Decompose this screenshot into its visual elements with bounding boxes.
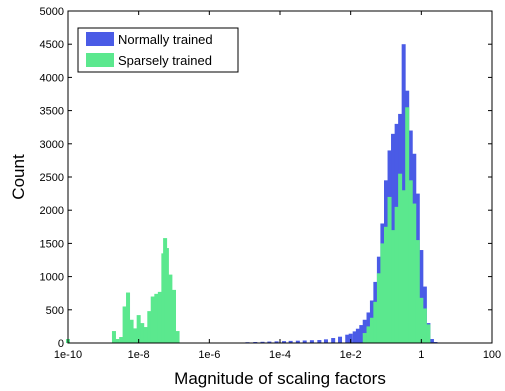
legend-swatch-normally-trained bbox=[86, 32, 114, 46]
y-tick-label-9: 4500 bbox=[40, 39, 64, 51]
sparse-bar-38 bbox=[422, 308, 427, 343]
normal-bar-2 bbox=[260, 341, 265, 343]
sparse-bar-34 bbox=[408, 180, 413, 343]
sparse-bar-30 bbox=[394, 206, 399, 343]
sparse-bar-9 bbox=[140, 323, 145, 343]
y-tick-label-6: 3000 bbox=[40, 139, 64, 151]
y-axis-title: Count bbox=[9, 154, 28, 200]
sparse-bar-37 bbox=[419, 297, 424, 343]
normal-bar-18 bbox=[359, 325, 364, 343]
sparse-bar-24 bbox=[373, 301, 378, 343]
sparse-bar-8 bbox=[136, 315, 141, 343]
x-tick-label-4: 1e-2 bbox=[340, 349, 362, 361]
sparse-bar-39 bbox=[426, 324, 431, 343]
normal-bar-12 bbox=[331, 338, 336, 343]
sparse-bar-13 bbox=[154, 293, 159, 343]
legend: Normally trained Sparsely trained bbox=[77, 27, 239, 73]
legend-label-normally-trained: Normally trained bbox=[118, 32, 213, 47]
x-axis-title: Magnitude of scaling factors bbox=[174, 369, 386, 388]
sparse-bar-33 bbox=[405, 107, 410, 343]
normal-bar-11 bbox=[323, 339, 328, 343]
normal-bar-7 bbox=[295, 340, 300, 343]
sparse-bar-23 bbox=[369, 317, 374, 343]
sparse-bar-27 bbox=[384, 226, 388, 343]
normal-bar-16 bbox=[352, 331, 357, 343]
sparse-bar-22 bbox=[366, 326, 371, 343]
normal-bar-6 bbox=[288, 340, 293, 343]
sparse-bar-11 bbox=[147, 311, 152, 343]
sparse-bar-21 bbox=[362, 333, 367, 343]
normal-bar-13 bbox=[338, 336, 343, 343]
sparse-bar-18 bbox=[168, 274, 173, 343]
sparse-bar-31 bbox=[398, 173, 403, 343]
normal-bar-9 bbox=[309, 340, 314, 343]
y-tick-label-7: 3500 bbox=[40, 106, 64, 118]
sparse-bar-1 bbox=[111, 331, 116, 343]
sparse-bar-28 bbox=[387, 196, 392, 343]
normal-bar-15 bbox=[348, 333, 353, 343]
normal-bar-38 bbox=[429, 339, 434, 343]
sparse-bar-17 bbox=[164, 248, 169, 343]
sparse-bar-20 bbox=[175, 331, 180, 343]
y-tick-label-4: 2000 bbox=[40, 205, 64, 217]
sparse-bar-7 bbox=[133, 328, 138, 343]
sparse-bar-29 bbox=[391, 230, 396, 343]
sparse-bar-5 bbox=[126, 292, 131, 343]
y-tick-label-10: 5000 bbox=[40, 6, 64, 18]
sparse-bar-4 bbox=[122, 306, 127, 343]
sparse-bar-3 bbox=[119, 337, 124, 343]
sparse-bar-2 bbox=[115, 339, 120, 343]
normal-bar-3 bbox=[267, 341, 272, 343]
sparse-bar-6 bbox=[129, 319, 134, 343]
normal-bar-4 bbox=[274, 341, 279, 343]
x-axis-ticks: 1e-10 1e-8 1e-6 1e-4 1e-2 1 100 bbox=[54, 11, 501, 361]
sparse-bar-12 bbox=[150, 296, 155, 343]
normal-bar-8 bbox=[302, 340, 307, 343]
normal-bar-35 bbox=[419, 250, 424, 343]
y-tick-label-5: 2500 bbox=[40, 172, 64, 184]
sparse-bar-10 bbox=[143, 327, 148, 343]
y-tick-label-2: 1000 bbox=[40, 272, 64, 284]
sparse-bar-19 bbox=[172, 289, 176, 343]
y-tick-label-3: 1500 bbox=[40, 238, 64, 250]
legend-swatch-sparsely-trained bbox=[86, 53, 114, 67]
sparse-bar-36 bbox=[415, 240, 420, 343]
x-tick-label-1: 1e-8 bbox=[128, 349, 150, 361]
x-tick-label-6: 100 bbox=[483, 349, 501, 361]
normal-bar-14 bbox=[345, 334, 350, 343]
x-tick-label-0: 1e-10 bbox=[54, 349, 82, 361]
x-tick-label-2: 1e-6 bbox=[198, 349, 220, 361]
sparse-bar-32 bbox=[401, 190, 406, 343]
sparsely-trained-bars bbox=[66, 107, 431, 343]
x-tick-label-5: 1 bbox=[418, 349, 424, 361]
normal-bar-19 bbox=[362, 319, 367, 343]
legend-label-sparsely-trained: Sparsely trained bbox=[118, 53, 212, 68]
y-tick-label-1: 500 bbox=[46, 305, 64, 317]
y-tick-label-8: 4000 bbox=[40, 72, 64, 84]
sparse-bar-35 bbox=[412, 203, 417, 343]
y-tick-label-0: 0 bbox=[58, 338, 64, 350]
normal-bar-10 bbox=[317, 340, 322, 343]
y-axis-ticks: 0 500 1000 1500 2000 2500 3000 3500 4000 4500 5000 bbox=[40, 6, 492, 350]
normal-bar-17 bbox=[355, 328, 360, 343]
normal-bar-5 bbox=[282, 341, 287, 343]
x-tick-label-3: 1e-4 bbox=[269, 349, 291, 361]
sparse-bar-26 bbox=[380, 243, 385, 343]
sparse-bar-25 bbox=[376, 273, 381, 343]
sparse-bar-14 bbox=[157, 291, 162, 343]
